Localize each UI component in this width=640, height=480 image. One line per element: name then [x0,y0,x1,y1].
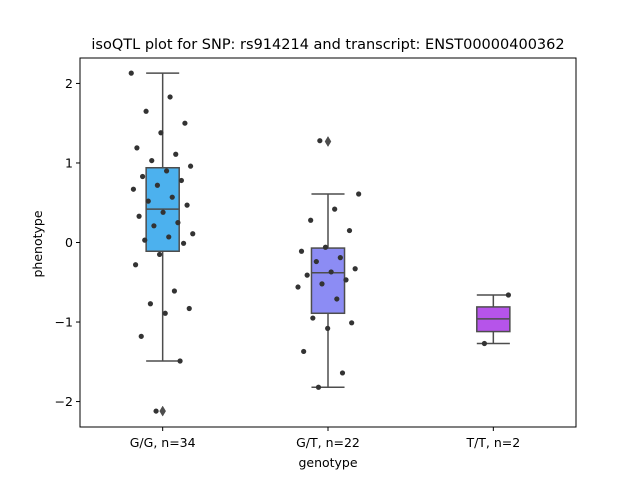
y-axis-label: phenotype [30,210,45,277]
data-point [138,333,144,339]
data-point [301,348,307,355]
data-point [313,258,319,265]
data-point [356,191,362,197]
data-point [304,272,310,278]
data-point [184,202,190,208]
data-point [187,163,194,169]
chart-title: isoQTL plot for SNP: rs914214 and transc… [91,37,564,53]
data-point [178,177,185,184]
data-point [295,284,301,290]
data-point [322,244,329,250]
data-point [352,266,358,272]
data-point [325,325,331,331]
data-point [130,186,137,192]
data-point [136,213,142,219]
data-point [156,251,163,258]
data-point [145,198,151,204]
data-point [143,108,149,114]
data-point [173,151,179,157]
x-tick-label: T/T, n=2 [465,435,520,450]
data-point [142,237,148,243]
data-point [167,94,173,100]
data-point [177,358,183,364]
data-point [298,248,305,254]
data-point [139,173,146,180]
data-point [149,157,155,164]
data-point [346,227,353,234]
data-point [334,296,340,302]
data-point [160,209,166,215]
data-point [337,255,343,261]
data-point [171,288,178,294]
data-point [343,277,349,283]
data-point [505,292,512,298]
data-point [147,301,154,307]
data-point [128,70,134,76]
data-point [349,320,355,326]
y-tick-label: 2 [65,76,73,91]
data-point [169,194,175,200]
outlier-marker [324,136,332,147]
data-point [166,234,172,240]
y-tick-label: 0 [65,235,73,250]
data-point [339,370,346,376]
data-point [332,206,338,212]
data-point [180,240,187,246]
data-point [310,315,316,321]
data-point [163,168,170,174]
data-point [175,220,181,226]
plot-area: −2 −1 0 1 2 G/G, n=34 G/T, n=22 T/T, n=2 [55,57,577,450]
data-point [162,310,168,316]
data-point [153,408,159,414]
data-point [308,217,314,223]
data-point [182,120,188,126]
data-point [154,182,161,188]
data-point [317,138,323,144]
data-point [132,262,139,268]
data-point [151,223,157,229]
data-point [158,130,164,136]
data-point [319,281,325,287]
data-point [134,145,140,151]
outlier-marker [159,405,166,417]
x-axis-label: genotype [298,455,357,470]
x-tick-label: G/G, n=34 [130,435,196,450]
y-tick-label: −1 [55,315,73,330]
data-point [186,305,192,312]
data-point [190,231,196,237]
x-tick-label: G/T, n=22 [296,435,360,450]
data-point [481,340,488,347]
y-tick-label: 1 [65,155,73,170]
data-point [315,384,322,390]
y-tick-label: −2 [55,394,73,409]
data-point [328,269,334,275]
